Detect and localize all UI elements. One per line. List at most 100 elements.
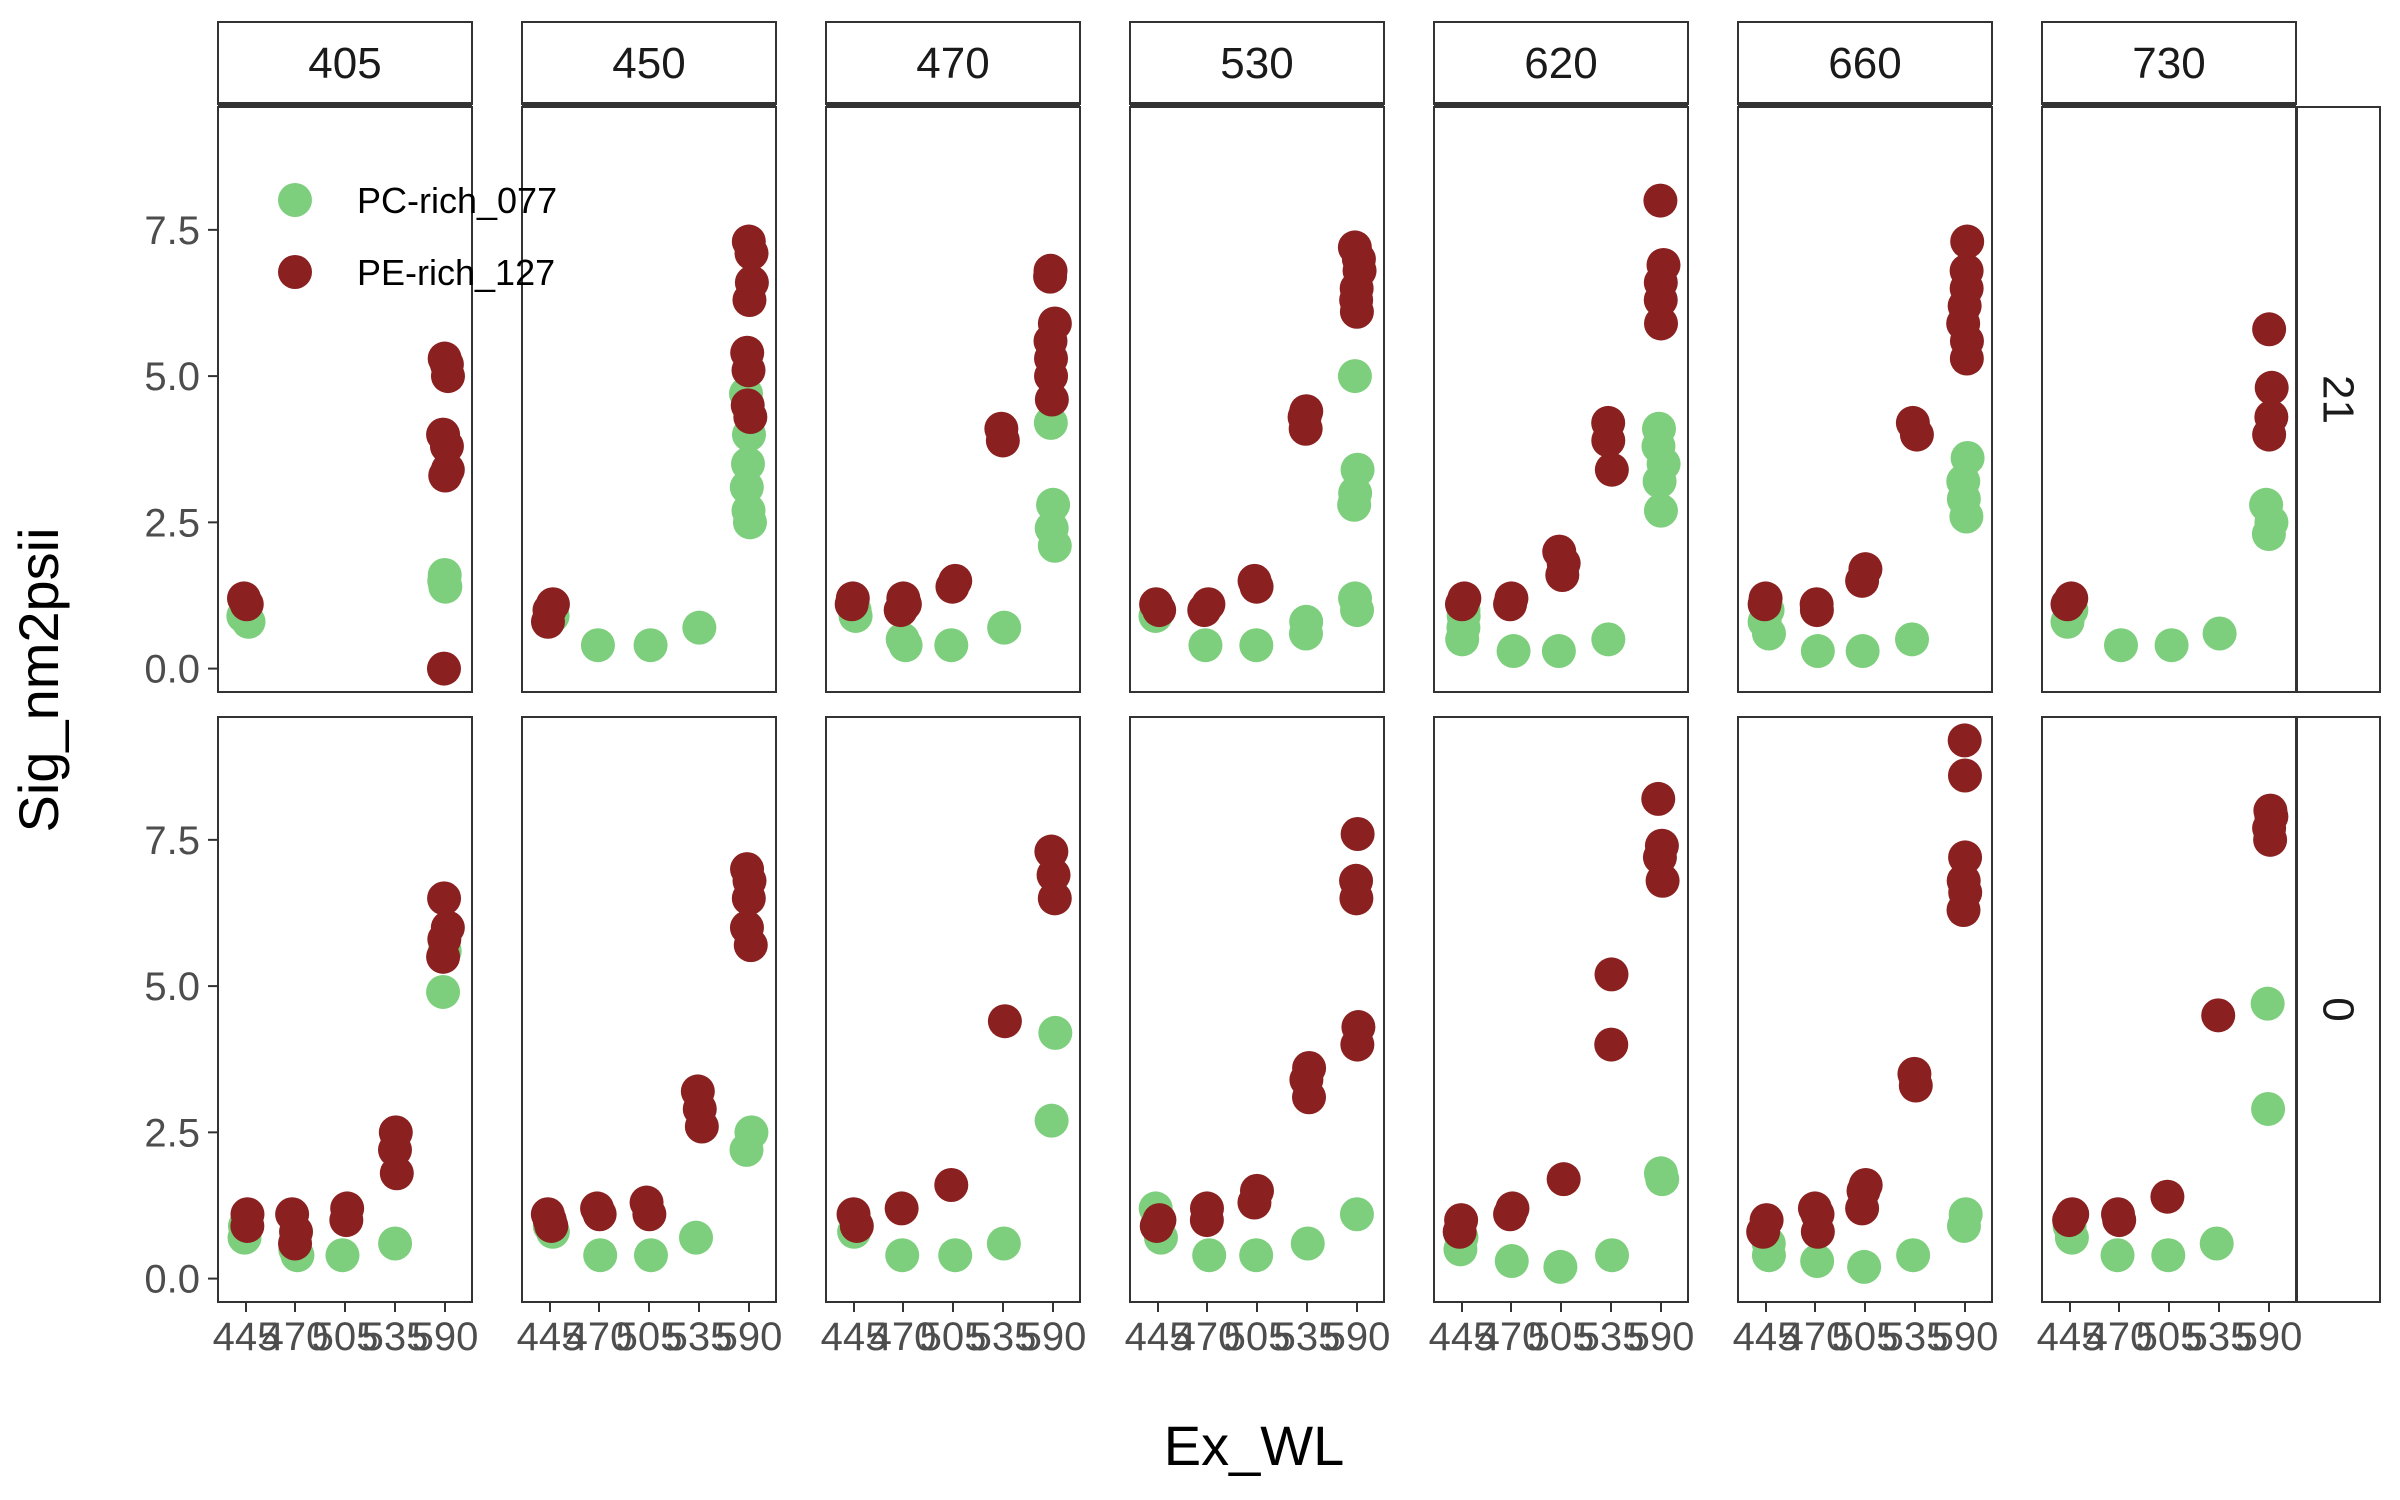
y-tick-label: 0.0 [144,1258,200,1302]
x-tick-label: 590 [1020,1315,1087,1359]
data-point-pc [2251,1091,2286,1126]
x-tick-label: 445 [1429,1315,1496,1359]
x-tick-label: 535 [1882,1315,1949,1359]
data-point-pe [1948,840,1983,875]
facet-col-label: 530 [1220,39,1293,88]
facet-strip-box [217,21,473,105]
x-tick-label: 505 [920,1315,987,1359]
x-tick-label: 535 [666,1315,733,1359]
data-point-pe [730,852,765,887]
facet-strip-col-660: 660 [1737,21,1993,106]
data-point-pc [986,1226,1021,1261]
data-point-pe [2054,581,2089,616]
data-point-pe [884,1191,919,1226]
data-point-pe [1447,581,1482,616]
data-point-pe [1289,394,1324,429]
panel-0-450 [521,716,777,1303]
data-point-pc [1845,634,1880,669]
data-point-pe [427,341,462,376]
data-point-pc [1038,1015,1073,1050]
x-tick-label: 445 [517,1315,584,1359]
data-point-pe [2055,1197,2090,1232]
data-point-pe [1646,247,1681,282]
data-point-pc [1591,622,1626,657]
x-tick-label: 470 [566,1315,633,1359]
data-point-pe [2254,400,2289,435]
x-tick-label: 535 [970,1315,1037,1359]
data-point-pc [1643,1156,1678,1191]
data-point-pe [275,1197,310,1232]
data-point-pe [1341,1010,1376,1045]
x-tick-label: 505 [1832,1315,1899,1359]
data-point-pc [1340,452,1375,487]
facet-col-label: 405 [308,39,381,88]
data-point-pc [987,610,1022,645]
data-point-pe [426,417,461,452]
data-point-pe [2201,998,2236,1033]
facet-strip-col-530: 530 [1129,21,1385,106]
data-point-pc [1896,1238,1931,1273]
panel-21-660 [1737,106,1993,693]
facet-strip-row-0: 0 [2294,716,2381,1303]
data-point-pe [934,1168,969,1202]
data-point-pe [1191,587,1226,622]
data-point-pe [1643,183,1678,218]
facet-strip-box [521,21,777,105]
data-point-pe [1949,253,1984,288]
data-point-pe [378,1115,413,1150]
data-point-pc [1643,493,1678,528]
data-point-pe [530,1197,565,1232]
data-point-pc [1641,411,1676,446]
data-point-pe [1848,552,1883,587]
data-point-pc [730,446,765,481]
data-point-pe [984,411,1019,446]
y-tick-label: 5.0 [144,355,200,399]
data-point-pe [1239,1173,1274,1208]
data-point-pe [426,651,461,686]
data-point-pc [885,1238,920,1273]
x-tick-label: 445 [1125,1315,1192,1359]
x-tick-label: 535 [1274,1315,1341,1359]
data-point-pe [1643,306,1678,341]
data-point-pe [1895,405,1930,440]
y-tick-label: 7.5 [144,209,200,253]
data-point-pe [1237,563,1272,598]
data-point-pe [1947,758,1982,793]
x-tick-label: 470 [262,1315,329,1359]
data-point-pe [731,224,766,259]
data-point-pc [1338,581,1373,616]
data-point-pc [938,1238,973,1273]
x-tick-label: 505 [1528,1315,1595,1359]
data-point-pe [1594,957,1629,992]
data-point-pc [1950,441,1985,475]
data-point-pe [2252,312,2287,347]
data-point-pe [2253,793,2288,828]
data-point-pc [1339,1197,1374,1232]
facet-panels: 405 450 470 530 620 660 730 21 0 0.0 2.5 5.0 7.5 0.0 2… [144,21,2381,1359]
facet-col-label: 450 [612,39,685,88]
data-point-pc [633,1238,668,1273]
x-tick-label: 505 [312,1315,379,1359]
data-point-pc [2202,616,2237,651]
facet-row-strip-box [2295,716,2381,1303]
data-point-pe [734,265,769,300]
data-point-pe [987,1004,1022,1039]
data-point-pe [535,587,570,622]
data-point-pe [836,1197,871,1232]
data-point-pe [1749,1203,1784,1238]
data-point-pe [230,1197,265,1232]
y-tick-label: 7.5 [144,819,200,863]
data-point-pc [378,1226,413,1261]
panel-21-405 [217,106,473,693]
data-point-pe [835,581,870,616]
facet-col-label: 660 [1828,39,1901,88]
panel-frame [825,716,1081,1303]
data-point-pe [1444,1203,1479,1238]
facet-strip-row-21: 21 [2294,106,2381,693]
x-tick-label: 445 [821,1315,888,1359]
data-point-pc [1496,634,1531,669]
data-point-pe [1897,1056,1932,1091]
